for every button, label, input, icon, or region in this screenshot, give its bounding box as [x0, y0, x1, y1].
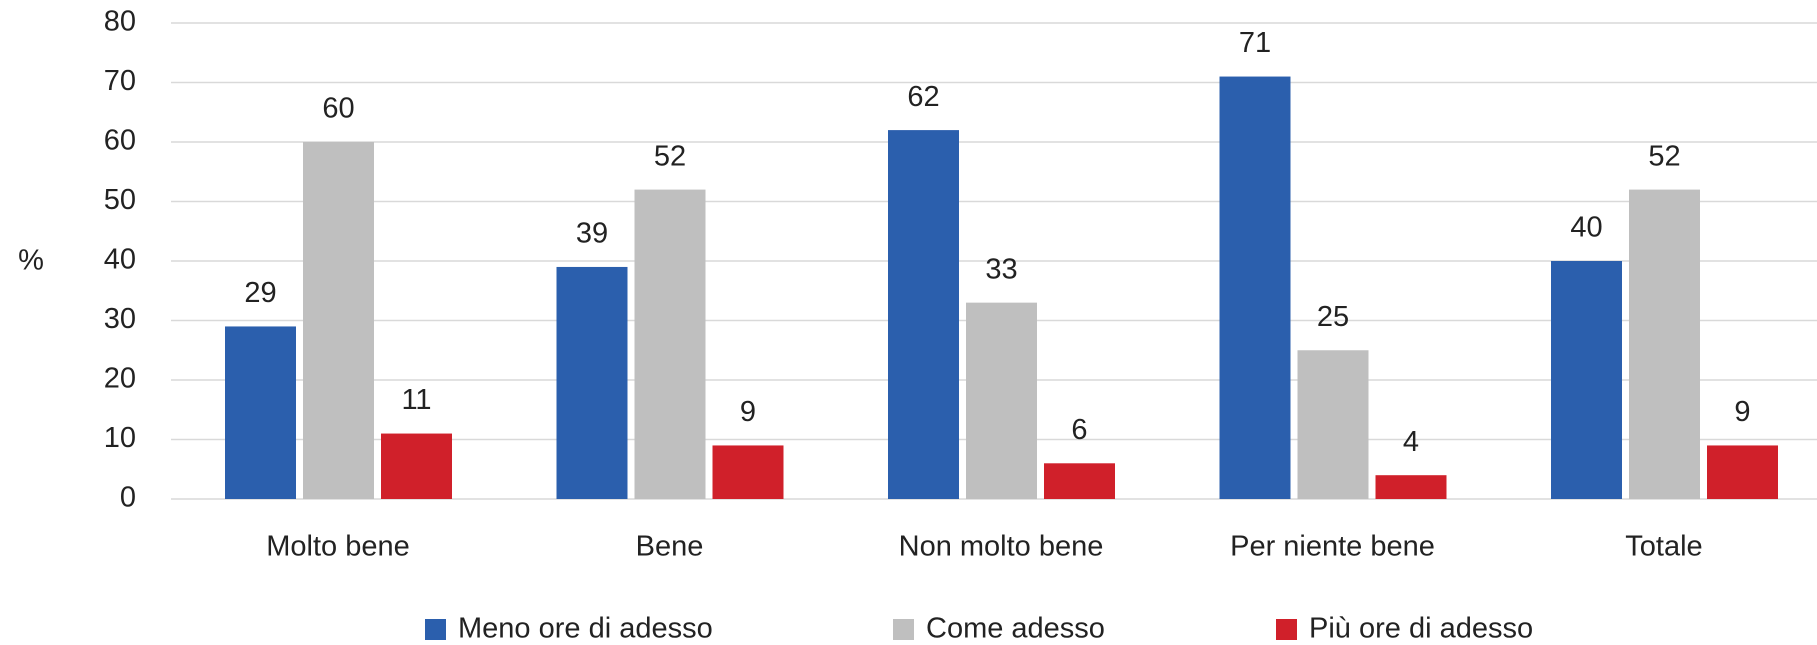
legend-swatch — [425, 619, 446, 640]
x-tick-label: Non molto bene — [899, 531, 1104, 563]
bar — [225, 326, 296, 499]
legend-label: Più ore di adesso — [1309, 613, 1533, 645]
data-label: 6 — [1071, 414, 1087, 446]
bar — [966, 302, 1037, 499]
y-tick-label: 80 — [104, 6, 136, 38]
bar — [381, 433, 452, 499]
bar — [556, 266, 628, 499]
data-label: 33 — [985, 253, 1017, 285]
y-axis-label: % — [18, 245, 44, 277]
data-label: 9 — [740, 396, 756, 428]
y-tick-label: 50 — [104, 184, 136, 216]
bar — [1297, 350, 1369, 499]
legend-label: Meno ore di adesso — [458, 613, 713, 645]
data-label: 60 — [322, 93, 354, 125]
bar — [1044, 463, 1115, 499]
x-tick-label: Totale — [1625, 531, 1702, 563]
y-tick-label: 30 — [104, 303, 136, 335]
data-label: 29 — [244, 277, 276, 309]
data-label: 9 — [1734, 396, 1750, 428]
y-tick-label: 60 — [104, 125, 136, 157]
data-label: 25 — [1317, 301, 1349, 333]
data-label: 52 — [1648, 140, 1680, 172]
bar — [1375, 475, 1447, 499]
bar — [634, 189, 706, 499]
bar — [1707, 445, 1778, 499]
y-tick-label: 0 — [120, 482, 136, 514]
data-label: 52 — [654, 140, 686, 172]
bar — [303, 142, 374, 499]
data-label: 71 — [1239, 27, 1271, 59]
bar — [1629, 189, 1700, 499]
data-label: 62 — [907, 81, 939, 113]
data-label: 11 — [401, 384, 431, 416]
data-label: 39 — [576, 218, 608, 250]
y-tick-label: 70 — [104, 65, 136, 97]
x-tick-label: Molto bene — [266, 531, 410, 563]
legend-swatch — [893, 619, 914, 640]
x-tick-label: Bene — [636, 531, 704, 563]
data-label: 40 — [1570, 212, 1602, 244]
bar — [1551, 261, 1622, 499]
data-label: 4 — [1403, 426, 1419, 458]
bar — [712, 445, 784, 499]
y-tick-label: 40 — [104, 244, 136, 276]
bar — [888, 130, 959, 499]
legend-label: Come adesso — [926, 613, 1105, 645]
y-tick-label: 10 — [104, 422, 136, 454]
y-tick-label: 20 — [104, 363, 136, 395]
bar — [1219, 76, 1291, 500]
legend-swatch — [1276, 619, 1297, 640]
x-tick-label: Per niente bene — [1230, 531, 1435, 563]
